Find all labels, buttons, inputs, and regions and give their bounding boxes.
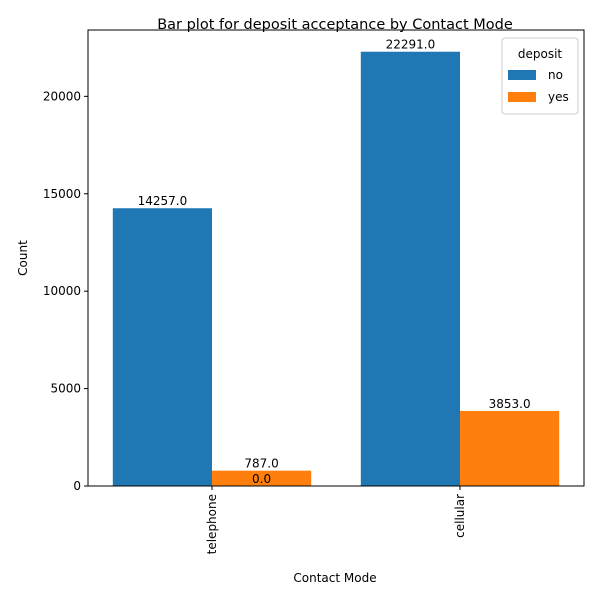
bar-telephone-yes (212, 470, 312, 486)
bar-value-label: 787.0 (244, 457, 278, 471)
y-ticks-group: 0 5000 10000 15000 20000 (43, 89, 88, 493)
x-axis-label: Contact Mode (293, 571, 376, 585)
y-tick-label: 10000 (43, 284, 81, 298)
y-tick-label: 0 (73, 479, 81, 493)
legend-title: deposit (518, 47, 563, 61)
legend: deposit no yes (501, 37, 579, 115)
legend-label-no: no (548, 68, 563, 82)
legend-swatch-no (508, 70, 536, 80)
bar-cellular-no (360, 51, 460, 486)
x-tick-label-telephone: telephone (205, 494, 219, 554)
legend-swatch-yes (508, 92, 536, 102)
bar-value-label-zero: 0.0 (252, 472, 271, 486)
y-tick-label: 5000 (50, 382, 81, 396)
bar-value-label: 3853.0 (489, 397, 531, 411)
y-axis-label: Count (16, 240, 30, 276)
plot-frame (87, 29, 585, 487)
x-tick-label-cellular: cellular (453, 494, 467, 538)
axes-frame (87, 29, 585, 487)
bar-value-label: 22291.0 (386, 38, 436, 52)
bar-value-label: 14257.0 (138, 194, 188, 208)
y-tick-label: 20000 (43, 89, 81, 103)
legend-label-yes: yes (548, 90, 569, 104)
y-tick-label: 15000 (43, 187, 81, 201)
bar-cellular-yes (460, 410, 560, 486)
bar-labels-group: 14257.0 787.0 22291.0 3853.0 0.0 (138, 38, 531, 486)
chart-title: Bar plot for deposit acceptance by Conta… (157, 17, 513, 33)
bars-group (112, 51, 560, 487)
legend-entries: no yes (508, 68, 569, 104)
x-ticks-group: telephone cellular (205, 486, 467, 554)
bar-telephone-no (112, 208, 212, 487)
